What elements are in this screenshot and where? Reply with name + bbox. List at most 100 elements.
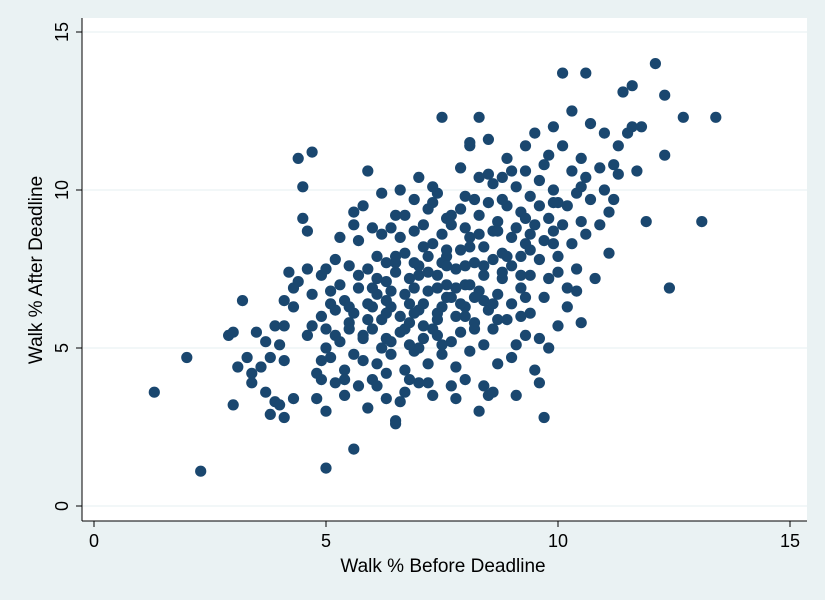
data-point <box>250 326 262 338</box>
data-point <box>385 222 397 234</box>
data-point <box>408 193 420 206</box>
data-point <box>343 301 355 313</box>
data-point <box>594 162 606 174</box>
data-point <box>292 152 304 164</box>
data-point <box>283 266 295 278</box>
data-point <box>464 241 476 253</box>
data-point <box>366 301 378 313</box>
data-point <box>413 171 425 183</box>
data-point <box>543 212 555 224</box>
data-point <box>371 250 383 262</box>
data-point <box>510 222 522 234</box>
data-point <box>413 269 425 281</box>
data-point <box>659 149 671 161</box>
data-point <box>431 282 443 294</box>
data-point <box>464 345 476 357</box>
data-point <box>348 348 360 360</box>
data-point <box>320 342 332 354</box>
data-point <box>403 374 416 386</box>
data-point <box>269 320 281 332</box>
data-point <box>445 336 457 348</box>
data-point <box>343 323 355 335</box>
data-point <box>482 133 494 145</box>
data-point <box>394 231 406 243</box>
data-point <box>492 225 504 237</box>
data-point <box>403 272 416 285</box>
data-point <box>390 209 402 221</box>
data-point <box>510 389 522 401</box>
data-point <box>561 200 573 212</box>
data-point <box>427 238 439 250</box>
data-point <box>506 298 518 310</box>
data-point <box>455 244 467 256</box>
data-point <box>594 219 606 231</box>
data-point <box>376 187 388 199</box>
data-point <box>487 298 499 310</box>
data-point <box>260 336 272 348</box>
data-point <box>431 314 443 326</box>
data-point <box>487 386 499 398</box>
data-point <box>515 269 527 281</box>
data-point <box>427 389 439 401</box>
data-point <box>524 190 536 202</box>
data-point <box>385 348 397 360</box>
data-point <box>468 291 481 303</box>
x-tick-label: 10 <box>548 531 568 551</box>
data-point <box>436 228 448 240</box>
data-point <box>445 209 457 221</box>
data-point <box>492 216 504 228</box>
data-point <box>315 374 327 386</box>
data-point <box>547 184 560 196</box>
data-point <box>515 282 527 294</box>
y-tick-label: 5 <box>52 343 72 353</box>
data-point <box>450 263 462 275</box>
data-point <box>408 225 420 237</box>
data-point <box>357 355 369 367</box>
data-point <box>348 206 360 218</box>
data-point <box>538 235 550 247</box>
data-point <box>315 310 327 322</box>
data-point <box>492 358 504 370</box>
data-point <box>301 225 313 237</box>
data-point <box>663 282 676 294</box>
data-point <box>612 140 624 152</box>
data-point <box>473 228 485 240</box>
data-point <box>487 323 499 335</box>
data-point <box>631 165 643 177</box>
data-point <box>413 342 425 354</box>
data-point <box>445 219 457 231</box>
data-point <box>417 320 429 332</box>
data-point <box>464 137 476 149</box>
data-point <box>352 269 365 281</box>
data-point <box>278 355 290 367</box>
data-point <box>598 127 611 139</box>
data-point <box>487 253 499 266</box>
data-point <box>649 58 662 70</box>
data-point <box>394 310 406 322</box>
data-point <box>455 326 467 338</box>
data-point <box>408 307 420 319</box>
data-point <box>403 339 416 351</box>
data-point <box>580 171 592 183</box>
data-point <box>635 121 648 133</box>
data-point <box>603 206 615 218</box>
data-point <box>506 260 518 272</box>
data-point <box>422 377 434 389</box>
data-point <box>575 317 587 329</box>
data-point <box>362 263 374 275</box>
y-tick-label: 0 <box>52 501 72 511</box>
data-point <box>519 165 532 177</box>
data-point <box>543 342 555 354</box>
data-point <box>339 389 351 401</box>
data-point <box>408 282 420 294</box>
data-point <box>320 263 332 275</box>
data-point <box>552 266 564 278</box>
data-point <box>473 171 485 183</box>
data-point <box>515 310 527 322</box>
data-point <box>195 465 207 477</box>
data-point <box>380 393 392 405</box>
data-point <box>566 165 578 177</box>
data-point <box>533 332 546 345</box>
data-point <box>417 219 429 231</box>
